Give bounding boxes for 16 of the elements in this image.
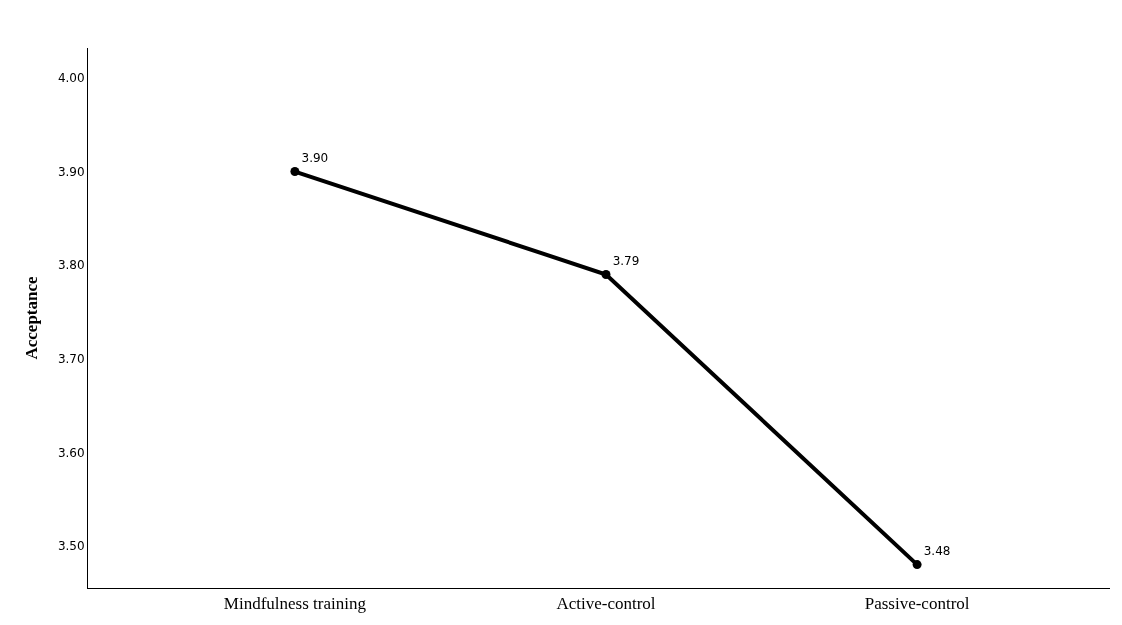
data-label: 3.48 <box>923 543 951 558</box>
y-tick-label: 3.50 <box>57 539 85 554</box>
point <box>912 560 922 570</box>
y-tick-label: 4.00 <box>57 71 85 86</box>
data-label: 3.79 <box>612 253 640 268</box>
y-tick-label: 3.80 <box>57 258 85 273</box>
y-tick-label: 3.60 <box>57 445 85 460</box>
y-axis-title: Acceptance <box>22 276 42 360</box>
x-tick-label: Mindfulness training <box>223 594 367 614</box>
point <box>601 269 611 279</box>
point <box>290 167 300 177</box>
data-label: 3.90 <box>301 150 329 165</box>
x-tick-label: Passive-control <box>864 594 970 614</box>
y-tick-label: 3.70 <box>57 351 85 366</box>
x-tick-label: Active-control <box>556 594 656 614</box>
y-tick-label: 3.90 <box>57 164 85 179</box>
